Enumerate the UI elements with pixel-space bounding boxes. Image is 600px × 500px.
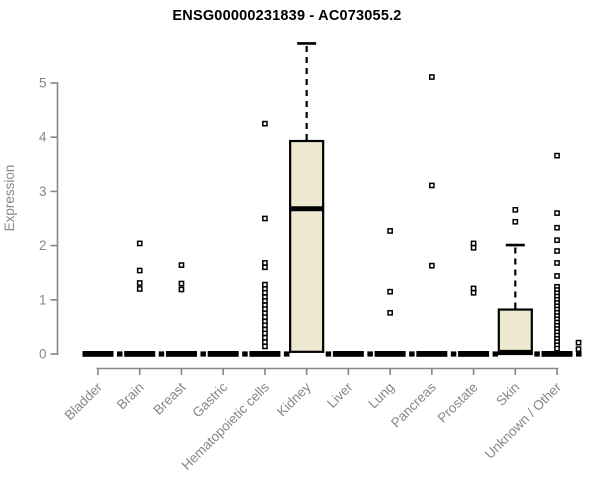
x-tick-label-gastric: Gastric bbox=[189, 379, 230, 420]
zero-companion-mark-gastric bbox=[242, 351, 248, 357]
zero-companion-mark-hematopoietic-cells bbox=[283, 351, 290, 357]
outlier-point-hematopoietic-cells bbox=[262, 306, 268, 312]
zero-companion-mark-unknown-other bbox=[576, 351, 582, 357]
x-tick-label-bladder: Bladder bbox=[62, 379, 106, 423]
zero-companion-mark-lung bbox=[409, 351, 415, 357]
x-tick-label-skin: Skin bbox=[493, 380, 522, 409]
y-axis-label: Expression bbox=[2, 164, 17, 232]
chart-title: ENSG00000231839 - AC073055.2 bbox=[172, 8, 402, 24]
outlier-point-hematopoietic-cells bbox=[262, 330, 268, 337]
outlier-point-lung bbox=[387, 288, 393, 295]
outlier-point-hematopoietic-cells bbox=[262, 264, 268, 271]
x-tick-label-prostate: Prostate bbox=[435, 380, 481, 426]
outlier-point-hematopoietic-cells bbox=[262, 289, 268, 296]
outlier-point-unknown-other bbox=[554, 237, 560, 244]
zero-companion-mark-brain bbox=[158, 351, 165, 357]
zero-bar-prostate bbox=[458, 351, 490, 357]
zero-bar-breast bbox=[165, 351, 197, 357]
outlier-point-brain bbox=[136, 240, 143, 247]
x-tick-label-breast: Breast bbox=[150, 379, 188, 417]
zero-bar-unknown-other bbox=[541, 351, 573, 357]
x-tick-label-pancreas: Pancreas bbox=[388, 379, 439, 430]
outlier-point-lung bbox=[387, 309, 393, 316]
y-tick-label-2: 2 bbox=[39, 238, 47, 253]
outlier-point-hematopoietic-cells bbox=[262, 260, 268, 266]
outlier-point-unknown-other bbox=[554, 210, 560, 216]
zero-bar-bladder bbox=[82, 351, 114, 357]
outlier-point-hematopoietic-cells bbox=[262, 298, 268, 304]
zero-companion-mark-breast bbox=[200, 351, 206, 357]
zero-bar-liver bbox=[332, 351, 364, 357]
zero-companion-mark-bladder bbox=[117, 351, 123, 357]
zero-companion-mark-liver bbox=[367, 351, 373, 357]
outlier-point-unknown-other bbox=[554, 273, 560, 279]
zero-bar-brain bbox=[124, 351, 156, 357]
outlier-point-hematopoietic-cells bbox=[262, 334, 268, 341]
x-tick-label-liver: Liver bbox=[324, 379, 356, 411]
outlier-point-hematopoietic-cells bbox=[262, 215, 268, 222]
outlier-point-hematopoietic-cells bbox=[262, 314, 268, 320]
outlier-point-breast bbox=[178, 286, 185, 293]
outlier-point-hematopoietic-cells bbox=[262, 322, 268, 329]
x-tick-label-kidney: Kidney bbox=[274, 379, 314, 419]
box-skin bbox=[497, 308, 533, 356]
zero-companion-mark-kidney bbox=[325, 351, 332, 357]
outlier-point-pancreas bbox=[428, 262, 435, 269]
outlier-point-hematopoietic-cells bbox=[262, 120, 268, 127]
zero-bar-gastric bbox=[207, 351, 239, 357]
outlier-point-prostate bbox=[470, 240, 477, 247]
box-kidney bbox=[289, 139, 325, 353]
companion-outlier-point bbox=[575, 346, 582, 352]
outlier-point-pancreas bbox=[428, 74, 435, 80]
outlier-point-prostate bbox=[470, 244, 477, 251]
companion-outlier-point bbox=[575, 339, 582, 346]
outlier-point-hematopoietic-cells bbox=[262, 343, 268, 350]
zero-companion-mark-skin bbox=[534, 351, 540, 357]
y-tick-label-5: 5 bbox=[39, 76, 47, 91]
outlier-point-prostate bbox=[470, 289, 477, 296]
outlier-point-brain bbox=[136, 286, 143, 292]
outlier-point-pancreas bbox=[428, 182, 435, 189]
outlier-point-unknown-other bbox=[554, 248, 560, 254]
outlier-point-hematopoietic-cells bbox=[262, 281, 268, 288]
x-tick-label-lung: Lung bbox=[365, 380, 397, 412]
outlier-point-unknown-other bbox=[554, 260, 560, 266]
zero-bar-lung bbox=[374, 351, 406, 357]
y-tick-label-0: 0 bbox=[39, 347, 47, 362]
zero-companion-mark-pancreas bbox=[450, 351, 457, 357]
y-tick-label-1: 1 bbox=[39, 292, 47, 307]
x-tick-label-brain: Brain bbox=[114, 380, 147, 413]
outlier-point-unknown-other bbox=[554, 152, 560, 159]
outlier-point-prostate bbox=[470, 285, 477, 292]
y-tick-label-3: 3 bbox=[39, 184, 47, 199]
outlier-point-hematopoietic-cells bbox=[262, 339, 268, 345]
outlier-point-brain bbox=[136, 280, 143, 286]
outlier-point-skin bbox=[512, 218, 519, 225]
zero-companion-mark-prostate bbox=[492, 351, 499, 357]
outlier-point-unknown-other bbox=[554, 224, 560, 231]
x-tick-label-unknown-other: Unknown / Other bbox=[482, 379, 565, 462]
zero-bar-hematopoietic-cells bbox=[249, 351, 281, 357]
outlier-point-lung bbox=[387, 228, 393, 234]
zero-bar-pancreas bbox=[416, 351, 448, 357]
outlier-point-unknown-other bbox=[554, 345, 560, 352]
outlier-point-breast bbox=[178, 280, 185, 287]
outlier-point-breast bbox=[178, 262, 185, 268]
outlier-point-brain bbox=[136, 267, 143, 274]
y-tick-label-4: 4 bbox=[39, 130, 47, 145]
outlier-point-skin bbox=[512, 206, 519, 213]
